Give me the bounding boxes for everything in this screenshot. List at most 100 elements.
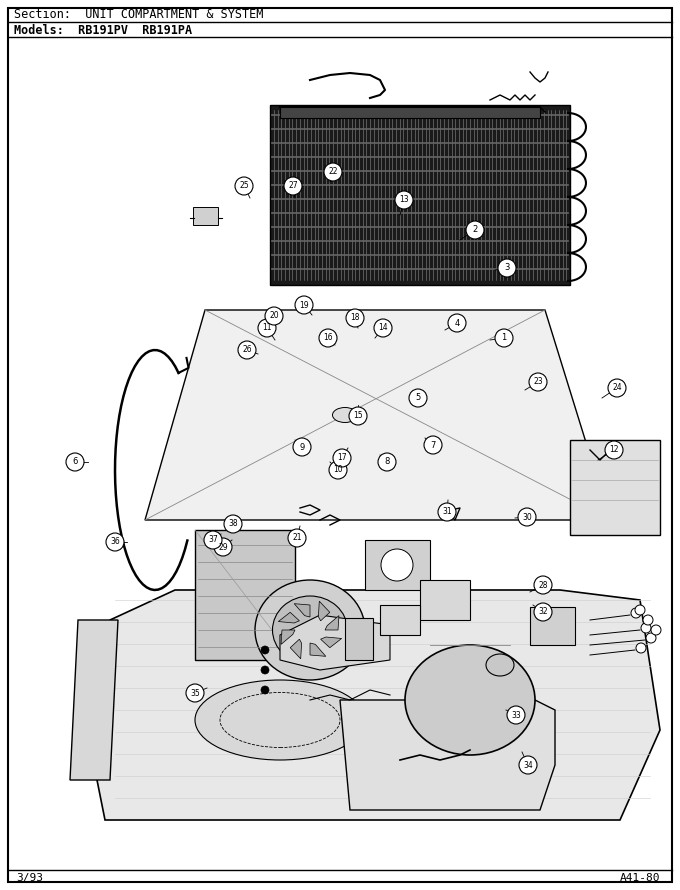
Text: 7: 7	[430, 441, 436, 449]
Text: 2: 2	[473, 225, 477, 234]
Circle shape	[329, 461, 347, 479]
Circle shape	[106, 533, 124, 551]
Text: 36: 36	[110, 538, 120, 546]
Circle shape	[518, 508, 536, 526]
Circle shape	[495, 329, 513, 347]
Bar	[530, 607, 575, 645]
Circle shape	[224, 515, 242, 533]
Text: 38: 38	[228, 520, 238, 529]
Circle shape	[605, 441, 623, 459]
Text: 33: 33	[511, 710, 521, 719]
Circle shape	[507, 706, 525, 724]
Circle shape	[261, 646, 269, 654]
Circle shape	[261, 686, 269, 694]
Text: Models:  RB191PV  RB191PA: Models: RB191PV RB191PA	[14, 23, 192, 36]
Circle shape	[261, 666, 269, 674]
Polygon shape	[195, 530, 295, 660]
Circle shape	[529, 373, 547, 391]
Circle shape	[381, 549, 413, 581]
Circle shape	[636, 643, 646, 653]
Text: 31: 31	[442, 507, 452, 516]
Circle shape	[238, 341, 256, 359]
Text: 21: 21	[292, 533, 302, 543]
Text: 30: 30	[522, 513, 532, 522]
Circle shape	[519, 756, 537, 774]
Text: 3/93: 3/93	[16, 873, 43, 883]
Text: 4: 4	[454, 319, 460, 328]
Text: 19: 19	[299, 301, 309, 310]
Ellipse shape	[486, 654, 514, 676]
Text: 35: 35	[190, 689, 200, 698]
Text: 22: 22	[328, 167, 338, 176]
Text: 29: 29	[218, 543, 228, 552]
Circle shape	[235, 177, 253, 195]
Polygon shape	[325, 616, 339, 630]
Bar	[380, 605, 420, 635]
Polygon shape	[310, 643, 326, 656]
Text: 10: 10	[333, 465, 343, 474]
Bar	[280, 106, 540, 118]
Polygon shape	[318, 602, 330, 621]
Circle shape	[293, 438, 311, 456]
Polygon shape	[281, 630, 295, 644]
Circle shape	[204, 531, 222, 549]
Text: 6: 6	[72, 457, 78, 466]
Circle shape	[349, 407, 367, 425]
Circle shape	[424, 436, 442, 454]
Ellipse shape	[405, 645, 535, 755]
Text: Section:  UNIT COMPARTMENT & SYSTEM: Section: UNIT COMPARTMENT & SYSTEM	[14, 9, 263, 21]
Polygon shape	[145, 310, 610, 520]
Circle shape	[295, 296, 313, 314]
Polygon shape	[85, 590, 660, 820]
Text: 25: 25	[239, 182, 249, 190]
Ellipse shape	[195, 680, 365, 760]
Text: 14: 14	[378, 323, 388, 333]
Circle shape	[319, 329, 337, 347]
Circle shape	[288, 529, 306, 547]
Text: 9: 9	[299, 442, 305, 451]
Circle shape	[214, 538, 232, 556]
Text: 37: 37	[208, 536, 218, 545]
Text: 23: 23	[533, 377, 543, 386]
Text: 18: 18	[350, 313, 360, 322]
Circle shape	[448, 314, 466, 332]
Circle shape	[631, 608, 641, 618]
Text: 15: 15	[353, 411, 363, 420]
Polygon shape	[340, 700, 555, 810]
Circle shape	[641, 623, 651, 633]
Text: 32: 32	[538, 608, 548, 617]
Bar	[420, 580, 470, 620]
Ellipse shape	[255, 580, 365, 680]
Bar	[345, 618, 373, 660]
Circle shape	[265, 307, 283, 325]
Circle shape	[438, 503, 456, 521]
Ellipse shape	[333, 408, 358, 423]
Circle shape	[284, 177, 302, 195]
Polygon shape	[294, 603, 310, 617]
Polygon shape	[570, 440, 660, 535]
Circle shape	[258, 319, 276, 337]
Circle shape	[635, 605, 645, 615]
Text: 24: 24	[612, 384, 622, 392]
Circle shape	[346, 309, 364, 327]
Text: 11: 11	[262, 323, 272, 333]
Text: 34: 34	[523, 760, 533, 770]
Circle shape	[608, 379, 626, 397]
Text: 13: 13	[399, 196, 409, 205]
Circle shape	[333, 449, 351, 467]
Text: 3: 3	[505, 263, 510, 272]
Bar	[365, 540, 430, 590]
Text: 20: 20	[269, 312, 279, 320]
Circle shape	[324, 163, 342, 181]
Bar	[193, 207, 218, 225]
Polygon shape	[320, 637, 341, 648]
Circle shape	[643, 615, 653, 625]
Circle shape	[186, 684, 204, 702]
Text: 1: 1	[501, 334, 507, 343]
Polygon shape	[278, 612, 299, 623]
Ellipse shape	[273, 596, 347, 664]
Polygon shape	[290, 639, 302, 659]
Bar	[270, 105, 570, 285]
Text: 16: 16	[323, 334, 333, 343]
Circle shape	[646, 633, 656, 643]
